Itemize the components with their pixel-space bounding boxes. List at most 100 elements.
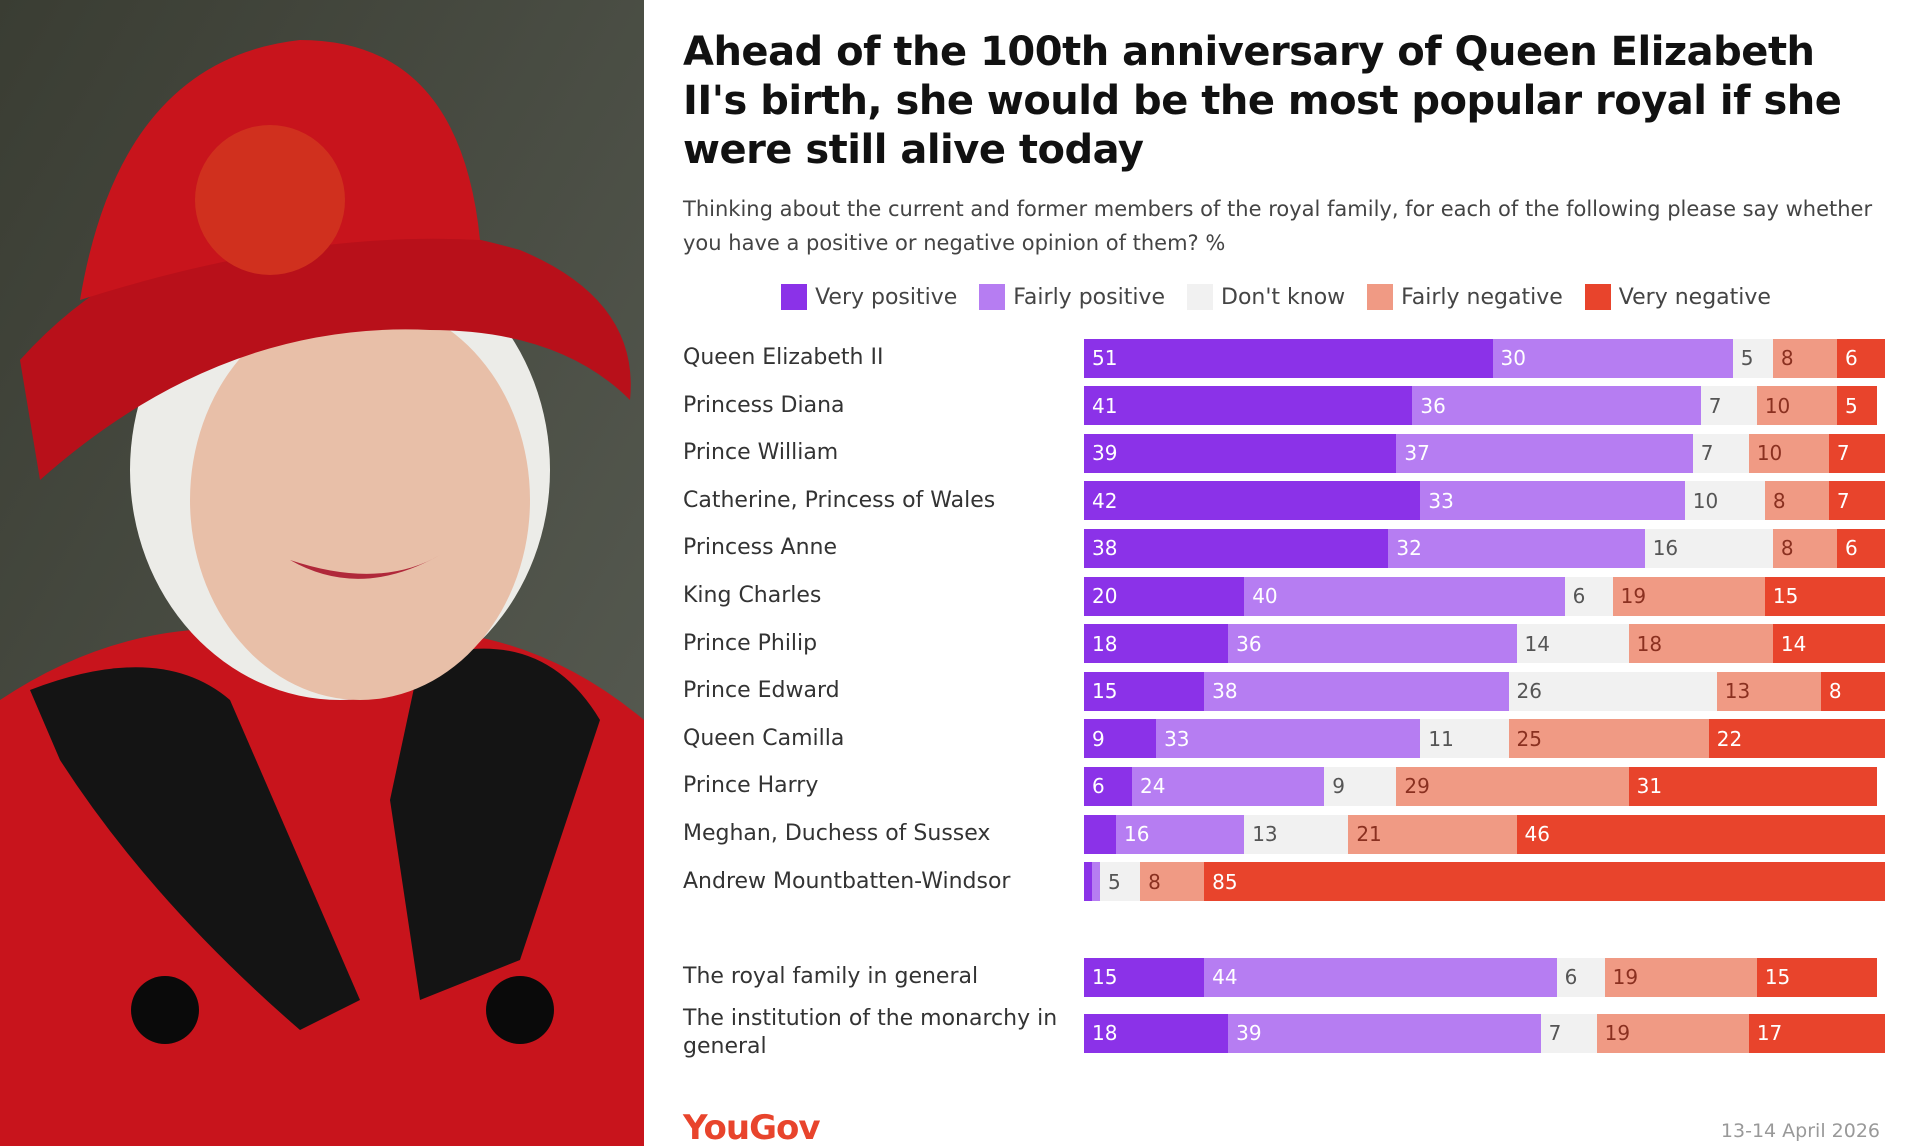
bar-segment [1596, 1013, 1749, 1053]
bar-segment [1564, 576, 1613, 616]
chart-subtitle: Thinking about the current and former me… [683, 197, 1873, 255]
bar-segment [1708, 719, 1885, 759]
legend: Very positive Fairly positive Don't know Fa… [644, 284, 1908, 310]
bar-segment [1084, 671, 1205, 711]
bar-segment [1508, 671, 1717, 711]
value-label: 32 [1396, 536, 1422, 561]
value-label: 8 [1828, 679, 1842, 704]
legend-swatch [781, 284, 808, 310]
bar-segment [1244, 576, 1565, 616]
bar-segment [1084, 624, 1229, 664]
value-label: 6 [1844, 346, 1858, 370]
bar-segment [1516, 624, 1629, 664]
value-label: 33 [1428, 488, 1454, 513]
bar-segment [1084, 481, 1421, 521]
value-label: 44 [1212, 965, 1238, 989]
logo: YouGov [683, 1108, 820, 1146]
value-label: 38 [1092, 536, 1118, 561]
category-label: Princess Anne [683, 535, 837, 561]
bar-segment [1204, 671, 1509, 711]
value-label: 6 [1564, 965, 1578, 989]
category-label: Princess Diana [683, 392, 845, 418]
bar-segment [1420, 719, 1509, 759]
legend-label: Fairly negative [1401, 284, 1563, 310]
category-label: The royal family in general [683, 964, 979, 989]
bar-segment [1204, 957, 1557, 997]
category-label: Queen Camilla [683, 725, 845, 751]
value-label: 13 [1252, 822, 1278, 846]
value-label: 51 [1092, 346, 1118, 370]
bar-segment [1228, 1013, 1541, 1053]
bar-segment [1604, 957, 1757, 997]
legend-label: Very negative [1618, 284, 1771, 310]
bar-segment [1084, 528, 1389, 568]
value-label: 37 [1404, 441, 1430, 466]
bar-segment [1084, 338, 1493, 378]
value-label: 38 [1212, 679, 1238, 704]
category-label: Andrew Mountbatten-Windsor [683, 868, 1011, 894]
legend-item: Very positive [781, 284, 957, 310]
legend-item: Fairly negative [1367, 284, 1563, 310]
value-label: 8 [1780, 346, 1794, 370]
bar-segment [1084, 862, 1092, 902]
value-label: 15 [1772, 584, 1799, 608]
bar-segment [1084, 433, 1397, 473]
bar-segment [1628, 766, 1877, 806]
bar-segment [1828, 433, 1885, 473]
value-label: 14 [1780, 631, 1807, 656]
value-label: 18 [1092, 631, 1118, 656]
bar-segment [1692, 433, 1749, 473]
value-label: 20 [1092, 584, 1118, 608]
bar-segment [1324, 766, 1397, 806]
value-label: 11 [1428, 726, 1454, 751]
bar-segment [1396, 766, 1629, 806]
bar-segment [1204, 862, 1885, 902]
value-label: 10 [1756, 441, 1783, 466]
value-label: 30 [1500, 346, 1526, 370]
bar-segment [1732, 338, 1773, 378]
value-label: 6 [1572, 584, 1586, 608]
legend-swatch [1187, 284, 1213, 310]
bar-segment [1764, 481, 1829, 521]
value-label: 25 [1516, 726, 1542, 751]
value-label: 29 [1404, 774, 1430, 799]
value-label: 15 [1764, 965, 1791, 989]
value-label: 39 [1092, 441, 1118, 466]
value-label: 36 [1236, 631, 1262, 656]
bar-segment [1084, 957, 1205, 997]
bar-segment [1132, 766, 1325, 806]
bar-segment [1084, 386, 1413, 426]
value-label: 7 [1836, 441, 1850, 466]
bar-segment [1836, 386, 1877, 426]
value-label: 5 [1740, 346, 1754, 370]
bar-segment [1084, 814, 1117, 854]
category-label: Prince Philip [683, 630, 818, 656]
bar-segment [1556, 957, 1605, 997]
chart-title: Ahead of the 100th anniversary of Queen … [683, 29, 1842, 173]
value-label: 6 [1844, 536, 1858, 561]
bar-segment [1764, 576, 1885, 616]
bar-segment [1116, 814, 1245, 854]
value-label: 15 [1092, 965, 1118, 989]
legend-item: Very negative [1584, 284, 1771, 310]
value-label: 7 [1700, 441, 1714, 466]
value-label: 41 [1092, 393, 1118, 418]
bar-segment [1628, 624, 1773, 664]
bar-segment [1748, 1013, 1885, 1053]
value-label: 16 [1124, 822, 1150, 846]
category-label: Meghan, Duchess of Sussex [683, 821, 991, 846]
value-label: 10 [1764, 393, 1791, 418]
bar-segment [1612, 576, 1765, 616]
bar-segment [1508, 719, 1709, 759]
value-label: 14 [1524, 631, 1550, 656]
value-label: 9 [1092, 726, 1105, 751]
value-label: 8 [1148, 869, 1161, 894]
value-label: 18 [1092, 1021, 1118, 1045]
bar-segment [1756, 957, 1877, 997]
bar-segment [1084, 766, 1133, 806]
category-label: Prince Edward [683, 678, 840, 704]
bar-segment [1092, 862, 1100, 902]
value-label: 7 [1548, 1021, 1562, 1045]
legend-swatch [1584, 284, 1611, 310]
